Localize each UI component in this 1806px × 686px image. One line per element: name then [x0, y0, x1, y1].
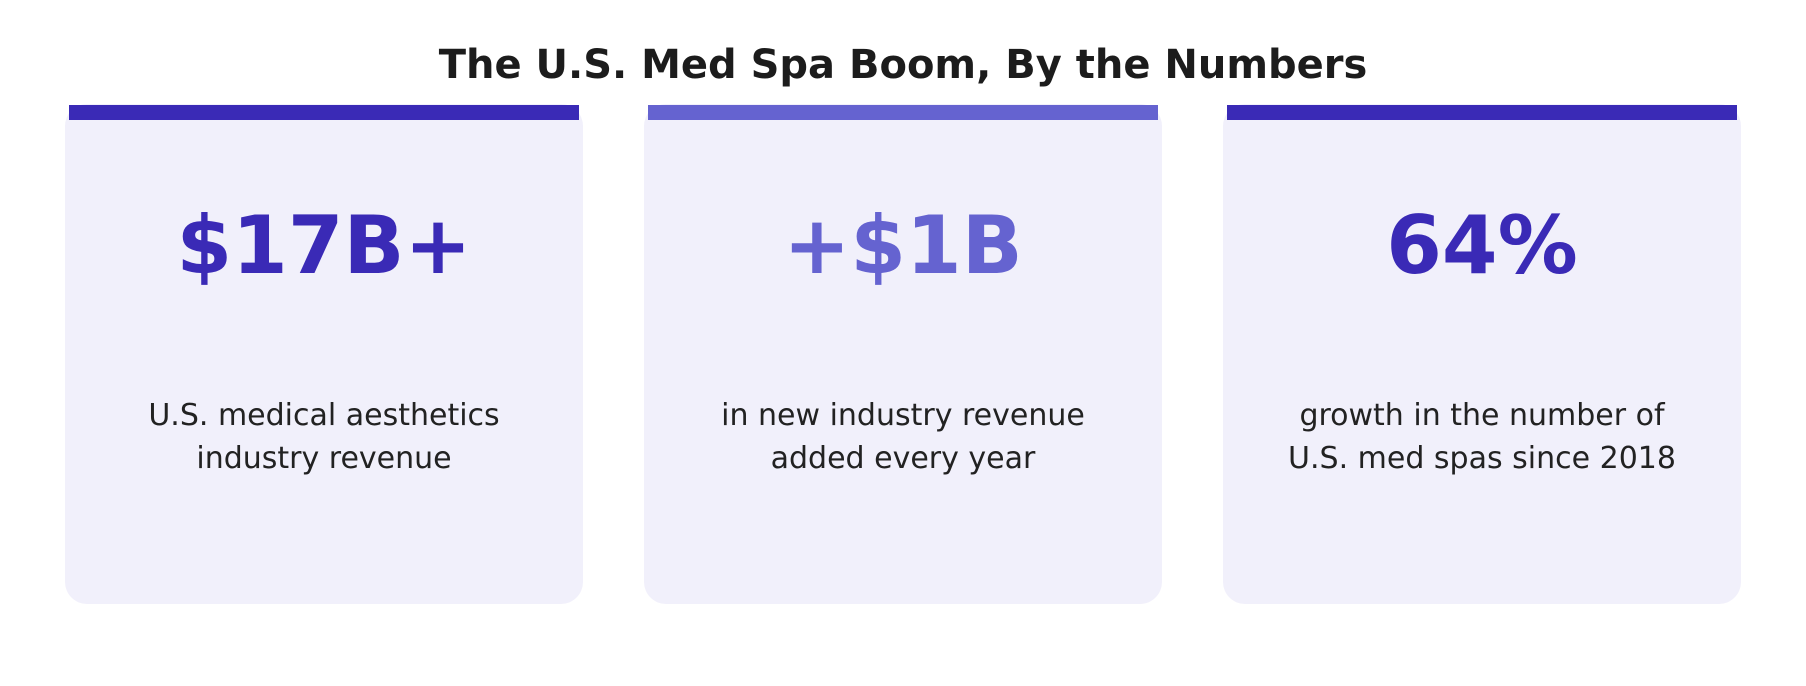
stat-card-accent-bar — [69, 105, 579, 120]
stat-card-revenue — [65, 104, 583, 604]
stat-description-line: U.S. medical aesthetics — [148, 398, 500, 433]
stat-description-line: U.S. med spas since 2018 — [1288, 441, 1676, 476]
stat-card-new-revenue — [644, 104, 1162, 604]
stat-description-new-revenue: in new industry revenue added every year — [644, 394, 1162, 480]
stat-description-growth: growth in the number of U.S. med spas si… — [1223, 394, 1741, 480]
page-title: The U.S. Med Spa Boom, By the Numbers — [438, 42, 1368, 88]
stat-value-revenue: $17B+ — [176, 199, 472, 292]
stat-description-line: added every year — [770, 441, 1036, 476]
stat-value-growth: 64% — [1386, 199, 1578, 292]
stat-value-new-revenue: +$1B — [783, 199, 1023, 292]
stat-card-accent-bar — [1227, 105, 1737, 120]
stat-card-accent-bar — [648, 105, 1158, 120]
stat-description-revenue: U.S. medical aesthetics industry revenue — [65, 394, 583, 480]
stat-description-line: in new industry revenue — [721, 398, 1085, 433]
stat-description-line: industry revenue — [196, 441, 452, 476]
stat-description-line: growth in the number of — [1299, 398, 1665, 433]
stat-card-growth — [1223, 104, 1741, 604]
